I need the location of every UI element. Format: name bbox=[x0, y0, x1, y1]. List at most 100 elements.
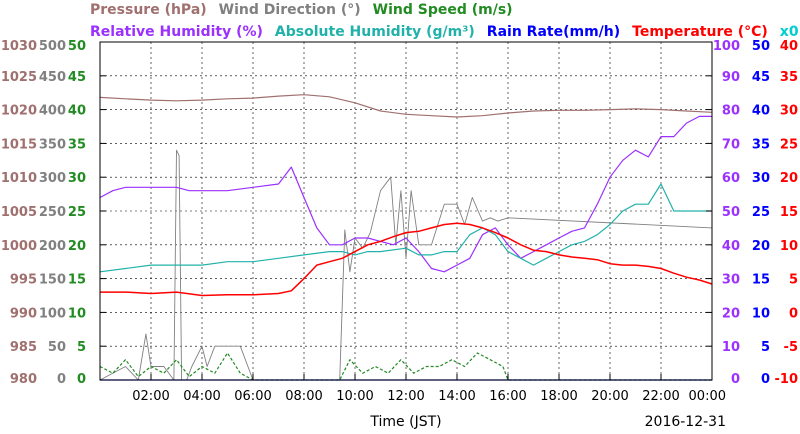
tick-temperature-10: 10 bbox=[780, 239, 798, 254]
tick-wind-speed-30: 30 bbox=[68, 171, 86, 186]
tick-relative-humidity-80: 80 bbox=[722, 104, 740, 119]
x-tick-22-00: 22:00 bbox=[642, 389, 679, 404]
tick-relative-humidity-20: 20 bbox=[722, 306, 740, 321]
tick-wind-speed-40: 40 bbox=[68, 104, 86, 119]
tick-pressure-980: 980 bbox=[10, 372, 37, 387]
legend-wind-speed-m-s: Wind Speed (m/s) bbox=[373, 2, 513, 18]
tick-wind-direction-150: 150 bbox=[39, 273, 66, 288]
x-tick-12-00: 12:00 bbox=[387, 389, 424, 404]
tick-pressure-1025: 1025 bbox=[1, 70, 37, 85]
tick-wind-direction-300: 300 bbox=[39, 171, 66, 186]
tick-wind-direction-250: 250 bbox=[39, 205, 66, 220]
legend-wind-direction: Wind Direction (°) bbox=[219, 2, 361, 18]
tick-wind-direction-450: 450 bbox=[39, 70, 66, 85]
tick-rain-rate-5: 5 bbox=[761, 340, 770, 355]
tick-temperature-40: 40 bbox=[780, 39, 798, 54]
x-tick-00-00: 00:00 bbox=[689, 389, 726, 404]
tick-relative-humidity-70: 70 bbox=[722, 137, 740, 152]
tick-rain-rate-40: 40 bbox=[752, 104, 770, 119]
tick-relative-humidity-0: 0 bbox=[731, 372, 740, 387]
x-tick-08-00: 08:00 bbox=[285, 389, 322, 404]
x-tick-18-00: 18:00 bbox=[540, 389, 577, 404]
series-pressure-hpa bbox=[99, 94, 713, 118]
tick-relative-humidity-60: 60 bbox=[722, 171, 740, 186]
tick-relative-humidity-40: 40 bbox=[722, 239, 740, 254]
tick-pressure-1020: 1020 bbox=[1, 104, 37, 119]
x-axis-label: Time (JST) bbox=[369, 414, 441, 430]
tick-relative-humidity-30: 30 bbox=[722, 273, 740, 288]
tick-wind-direction-0: 0 bbox=[57, 372, 66, 387]
tick-temperature-15: 15 bbox=[780, 205, 798, 220]
x-tick-06-00: 06:00 bbox=[234, 389, 271, 404]
legend-absolute-humidity-g-m: Absolute Humidity (g/m³) bbox=[275, 24, 475, 40]
tick-rain-rate-25: 25 bbox=[752, 205, 770, 220]
series-wind-speed-m-s bbox=[99, 352, 712, 381]
tick-wind-speed-20: 20 bbox=[68, 239, 86, 254]
tick-pressure-1015: 1015 bbox=[1, 137, 37, 152]
series-temperature-c bbox=[100, 222, 713, 297]
legend-relative-humidity: Relative Humidity (%) bbox=[90, 24, 263, 40]
x-tick-02-00: 02:00 bbox=[132, 389, 169, 404]
tick-pressure-990: 990 bbox=[10, 306, 37, 321]
tick-pressure-1010: 1010 bbox=[1, 171, 37, 186]
tick-pressure-995: 995 bbox=[10, 273, 37, 288]
tick-pressure-1000: 1000 bbox=[1, 239, 37, 254]
x-tick-04-00: 04:00 bbox=[183, 389, 220, 404]
series-wind-direction bbox=[99, 149, 713, 381]
tick-pressure-1005: 1005 bbox=[1, 205, 37, 220]
tick-wind-speed-5: 5 bbox=[77, 340, 86, 355]
tick-temperature-20: 20 bbox=[780, 171, 798, 186]
y-axis-ticks: 9809859909951000100510101015102010251030… bbox=[1, 39, 798, 387]
tick-wind-direction-400: 400 bbox=[39, 104, 66, 119]
tick-wind-speed-45: 45 bbox=[68, 70, 86, 85]
tick-rain-rate-30: 30 bbox=[752, 171, 770, 186]
x-tick-16-00: 16:00 bbox=[489, 389, 526, 404]
tick-relative-humidity-90: 90 bbox=[722, 70, 740, 85]
tick-temperature-10: -10 bbox=[775, 372, 799, 387]
tick-wind-speed-25: 25 bbox=[68, 205, 86, 220]
x-tick-10-00: 10:00 bbox=[336, 389, 373, 404]
tick-temperature-5: 5 bbox=[789, 273, 798, 288]
tick-temperature-5: -5 bbox=[784, 340, 798, 355]
series-relative-humidity bbox=[99, 115, 712, 273]
tick-wind-direction-100: 100 bbox=[39, 306, 66, 321]
tick-wind-speed-50: 50 bbox=[68, 39, 86, 54]
tick-wind-speed-35: 35 bbox=[68, 137, 86, 152]
tick-pressure-1030: 1030 bbox=[1, 39, 37, 54]
tick-rain-rate-10: 10 bbox=[752, 306, 770, 321]
tick-temperature-25: 25 bbox=[780, 137, 798, 152]
series-absolute-humidity-g-m bbox=[99, 183, 712, 273]
tick-rain-rate-15: 15 bbox=[752, 273, 770, 288]
tick-wind-speed-10: 10 bbox=[68, 306, 86, 321]
tick-wind-direction-350: 350 bbox=[39, 137, 66, 152]
legend-rain-rate-mm-h: Rain Rate(mm/h) bbox=[487, 24, 620, 40]
tick-wind-direction-200: 200 bbox=[39, 239, 66, 254]
tick-temperature-0: 0 bbox=[789, 306, 798, 321]
tick-rain-rate-20: 20 bbox=[752, 239, 770, 254]
tick-rain-rate-45: 45 bbox=[752, 70, 770, 85]
tick-pressure-985: 985 bbox=[10, 340, 37, 355]
tick-relative-humidity-100: 100 bbox=[713, 39, 740, 54]
tick-temperature-30: 30 bbox=[780, 104, 798, 119]
tick-temperature-35: 35 bbox=[780, 70, 798, 85]
tick-wind-speed-0: 0 bbox=[77, 372, 86, 387]
x-tick-14-00: 14:00 bbox=[438, 389, 475, 404]
date-label: 2016-12-31 bbox=[645, 414, 726, 430]
tick-relative-humidity-10: 10 bbox=[722, 340, 740, 355]
x-axis-ticks: 02:00 04:00 06:00 08:00 10:00 12:00 14:00 16:00… bbox=[132, 374, 726, 404]
legend-x0-1: x0.1 bbox=[780, 24, 800, 40]
tick-rain-rate-35: 35 bbox=[752, 137, 770, 152]
tick-rain-rate-0: 0 bbox=[761, 372, 770, 387]
legend-pressure-hpa: Pressure (hPa) bbox=[90, 2, 207, 18]
tick-rain-rate-50: 50 bbox=[752, 39, 770, 54]
tick-relative-humidity-50: 50 bbox=[722, 205, 740, 220]
x-tick-20-00: 20:00 bbox=[591, 389, 628, 404]
gridlines bbox=[100, 42, 712, 380]
tick-wind-speed-15: 15 bbox=[68, 273, 86, 288]
chart-title-row-1: Pressure (hPa) Wind Direction (°) Wind Spe… bbox=[90, 2, 513, 18]
tick-wind-direction-50: 50 bbox=[48, 340, 66, 355]
legend-temperature-c: Temperature (°C) bbox=[632, 24, 768, 40]
tick-wind-direction-500: 500 bbox=[39, 39, 66, 54]
chart-title-row-2: Relative Humidity (%) Absolute Humidity (… bbox=[90, 24, 800, 40]
